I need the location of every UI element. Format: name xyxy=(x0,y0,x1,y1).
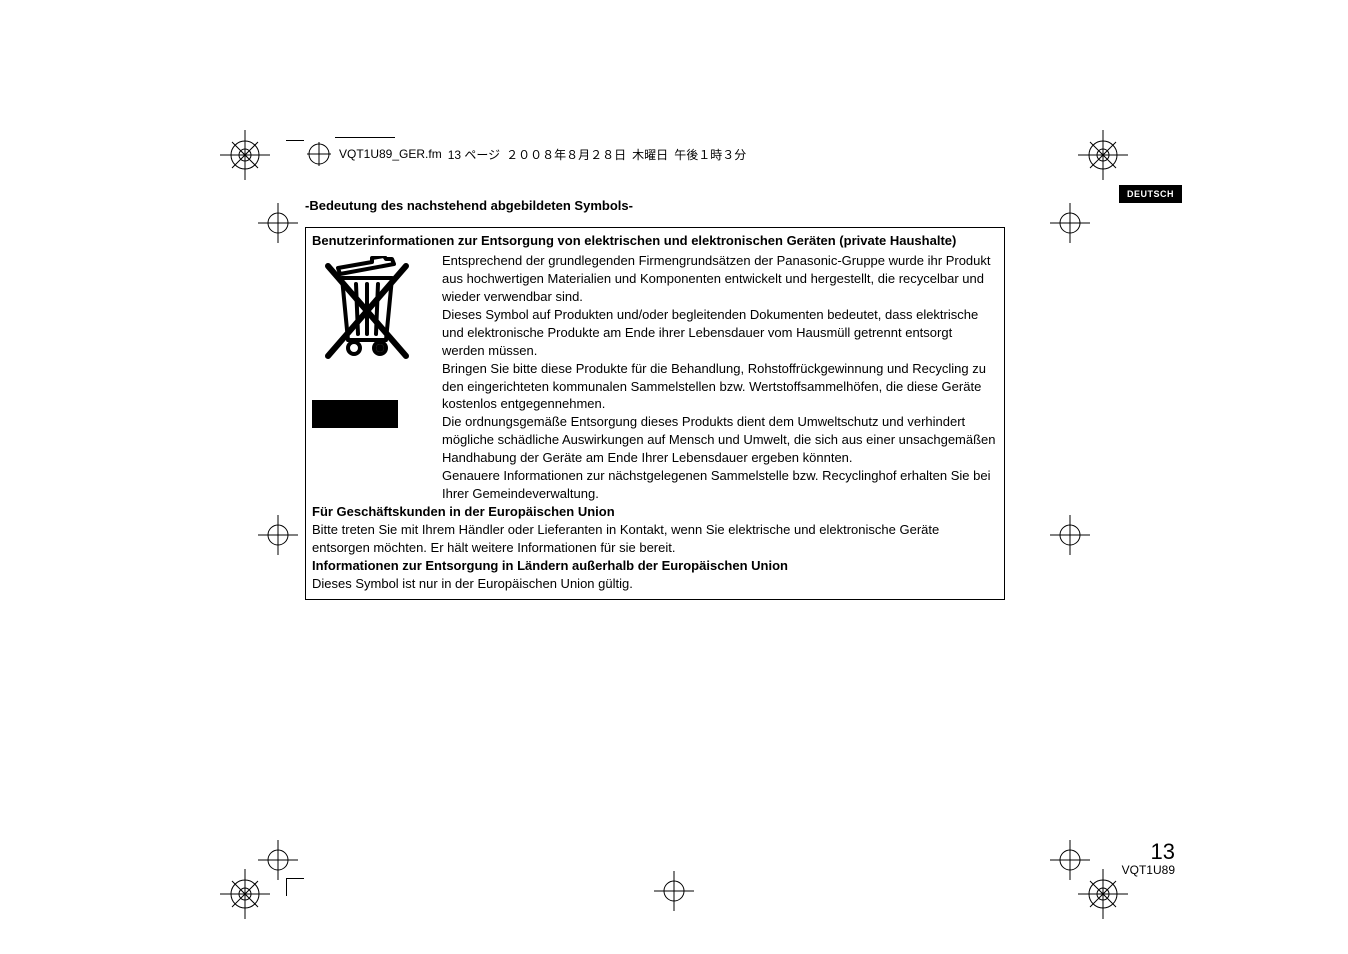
header-weekday-ja: 木曜日 xyxy=(632,146,668,163)
section-subtitle: -Bedeutung des nachstehend abgebildeten … xyxy=(305,198,1005,213)
box-subheading: Für Geschäftskunden in der Europäischen … xyxy=(312,503,998,521)
box-para: Bitte treten Sie mit Ihrem Händler oder … xyxy=(312,521,998,557)
crop-line xyxy=(286,878,287,896)
box-para: Dieses Symbol ist nur in der Europäische… xyxy=(312,575,998,593)
weee-bin-icon xyxy=(312,256,422,376)
header-time-ja: 午後１時３分 xyxy=(674,146,746,163)
page-content: VQT1U89_GER.fm 13 ページ ２００８年８月２８日 木曜日 午後１… xyxy=(305,140,1005,600)
crop-line xyxy=(286,878,304,879)
black-bar-marker xyxy=(312,400,398,428)
box-para: Dieses Symbol auf Produkten und/oder beg… xyxy=(442,306,998,360)
language-tab: DEUTSCH xyxy=(1119,185,1182,203)
box-para: Genauere Informationen zur nächstgelegen… xyxy=(442,467,998,503)
crop-line xyxy=(286,140,304,141)
crop-mark-corner xyxy=(1078,130,1128,185)
header-date-ja: ２００８年８月２８日 xyxy=(506,146,626,163)
reg-mark-side xyxy=(1050,203,1090,248)
disposal-info-box: Benutzerinformationen zur Entsorgung von… xyxy=(305,227,1005,600)
box-text-column: Entsprechend der grundlegenden Firmengru… xyxy=(442,252,998,503)
box-para: Bringen Sie bitte diese Produkte für die… xyxy=(442,360,998,414)
reg-mark-side xyxy=(258,203,298,248)
header-page-ja: 13 ページ xyxy=(448,146,500,163)
crop-mark-corner xyxy=(220,130,270,185)
page-number: 13 xyxy=(1122,840,1175,864)
box-title: Benutzerinformationen zur Entsorgung von… xyxy=(312,232,998,250)
box-para: Entsprechend der grundlegenden Firmengru… xyxy=(442,252,998,306)
reg-mark-side xyxy=(1050,515,1090,560)
reg-mark-side xyxy=(1050,840,1090,885)
doc-code: VQT1U89 xyxy=(1122,864,1175,877)
box-para: Die ordnungsgemäße Entsorgung dieses Pro… xyxy=(442,413,998,467)
box-subheading: Informationen zur Entsorgung in Ländern … xyxy=(312,557,998,575)
framemaker-header: VQT1U89_GER.fm 13 ページ ２００８年８月２８日 木曜日 午後１… xyxy=(305,140,1005,168)
book-icon xyxy=(305,140,333,168)
page-footer: 13 VQT1U89 xyxy=(1122,840,1175,877)
reg-mark-side xyxy=(258,515,298,560)
header-filename: VQT1U89_GER.fm xyxy=(339,147,442,161)
reg-mark-bottom xyxy=(654,871,694,916)
